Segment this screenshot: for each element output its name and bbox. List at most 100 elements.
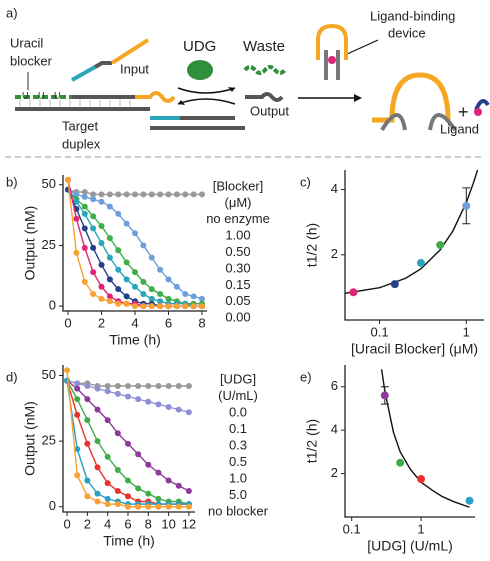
data-point bbox=[104, 417, 111, 424]
y-tick-label: 50 bbox=[42, 367, 56, 382]
legend-title: [Blocker] bbox=[213, 178, 264, 193]
data-point bbox=[182, 191, 189, 198]
data-point bbox=[124, 503, 131, 510]
data-point bbox=[182, 303, 189, 310]
data-point bbox=[114, 430, 121, 437]
data-point bbox=[98, 295, 105, 302]
data-point bbox=[157, 266, 164, 273]
data-point bbox=[349, 288, 358, 297]
data-point bbox=[123, 220, 130, 227]
data-point bbox=[84, 396, 91, 403]
data-point bbox=[135, 396, 142, 403]
y-axis-label: t1/2 (h) bbox=[304, 223, 320, 267]
data-point bbox=[114, 383, 121, 389]
x-tick-label: 1 bbox=[463, 324, 470, 339]
data-point bbox=[140, 303, 147, 310]
data-point bbox=[106, 293, 113, 300]
series-line bbox=[67, 188, 203, 300]
output-strand bbox=[245, 92, 284, 102]
data-point bbox=[114, 390, 121, 397]
y-tick-label: 2 bbox=[331, 246, 338, 261]
data-point bbox=[185, 383, 192, 389]
data-point bbox=[165, 503, 172, 510]
ligand bbox=[328, 56, 336, 64]
panel-label: b) bbox=[6, 174, 18, 189]
data-point bbox=[140, 278, 147, 285]
data-point bbox=[90, 244, 97, 251]
data-point bbox=[74, 396, 81, 403]
x-tick-label: 6 bbox=[124, 516, 131, 531]
data-point bbox=[73, 215, 80, 222]
legend-label: 0.0 bbox=[229, 404, 247, 419]
data-point bbox=[155, 401, 162, 408]
data-point bbox=[98, 261, 105, 268]
data-point bbox=[115, 300, 122, 307]
data-point bbox=[135, 451, 142, 458]
label: Output bbox=[250, 103, 289, 118]
label: Input bbox=[120, 61, 149, 76]
y-tick-label: 4 bbox=[331, 181, 338, 196]
data-point bbox=[416, 258, 425, 267]
data-point bbox=[106, 276, 113, 283]
legend-title: (U/mL) bbox=[218, 388, 258, 403]
y-tick-label: 6 bbox=[331, 378, 338, 393]
data-point bbox=[165, 295, 172, 302]
data-point bbox=[84, 440, 91, 447]
data-point bbox=[74, 411, 81, 418]
data-point bbox=[190, 191, 197, 198]
data-point bbox=[106, 235, 113, 242]
data-point bbox=[132, 269, 138, 276]
data-point bbox=[64, 367, 71, 374]
data-point bbox=[98, 198, 105, 205]
input-strand bbox=[110, 38, 150, 65]
axes bbox=[62, 365, 195, 513]
data-point bbox=[74, 380, 81, 387]
data-point bbox=[90, 269, 97, 276]
label: Waste bbox=[243, 38, 285, 55]
y-axis-label: Output (nM) bbox=[22, 401, 38, 476]
data-point bbox=[198, 191, 205, 198]
data-point bbox=[190, 303, 197, 310]
data-point bbox=[74, 472, 81, 479]
data-point bbox=[98, 223, 105, 229]
y-tick-label: 25 bbox=[42, 237, 56, 252]
data-point bbox=[165, 477, 172, 484]
input-strand bbox=[71, 65, 96, 82]
uracil: U bbox=[38, 90, 45, 100]
data-point bbox=[94, 498, 101, 505]
data-point bbox=[135, 485, 142, 492]
waste bbox=[243, 65, 287, 75]
label: blocker bbox=[10, 53, 53, 68]
data-point bbox=[81, 244, 88, 251]
data-point bbox=[132, 303, 138, 310]
legend-label: 0.15 bbox=[225, 277, 250, 292]
data-point bbox=[145, 398, 152, 405]
data-point bbox=[64, 377, 71, 384]
label: Ligand-binding bbox=[370, 8, 455, 23]
data-point bbox=[94, 490, 101, 497]
data-point bbox=[462, 201, 471, 210]
x-axis-label: Time (h) bbox=[103, 533, 155, 549]
arrow bbox=[177, 87, 236, 105]
legend-label: 0.05 bbox=[225, 293, 250, 308]
pointer bbox=[344, 39, 379, 56]
data-point bbox=[84, 417, 91, 424]
label: Ligand bbox=[440, 121, 479, 136]
x-tick-label: 10 bbox=[161, 516, 175, 531]
data-point bbox=[145, 383, 152, 389]
x-tick-label: 2 bbox=[84, 516, 91, 531]
data-point bbox=[115, 191, 122, 198]
x-tick-label: 1 bbox=[417, 521, 424, 536]
y-tick-label: 0 bbox=[49, 298, 56, 313]
data-point bbox=[165, 383, 172, 389]
data-point bbox=[106, 203, 113, 210]
data-point bbox=[148, 286, 155, 293]
data-point bbox=[98, 240, 105, 246]
y-tick-label: 50 bbox=[42, 176, 56, 191]
data-point bbox=[81, 210, 88, 217]
data-point bbox=[106, 254, 113, 261]
x-tick-label: 4 bbox=[131, 315, 138, 330]
data-point bbox=[65, 176, 72, 183]
legend-label: 0.3 bbox=[229, 437, 247, 452]
data-point bbox=[132, 191, 138, 198]
